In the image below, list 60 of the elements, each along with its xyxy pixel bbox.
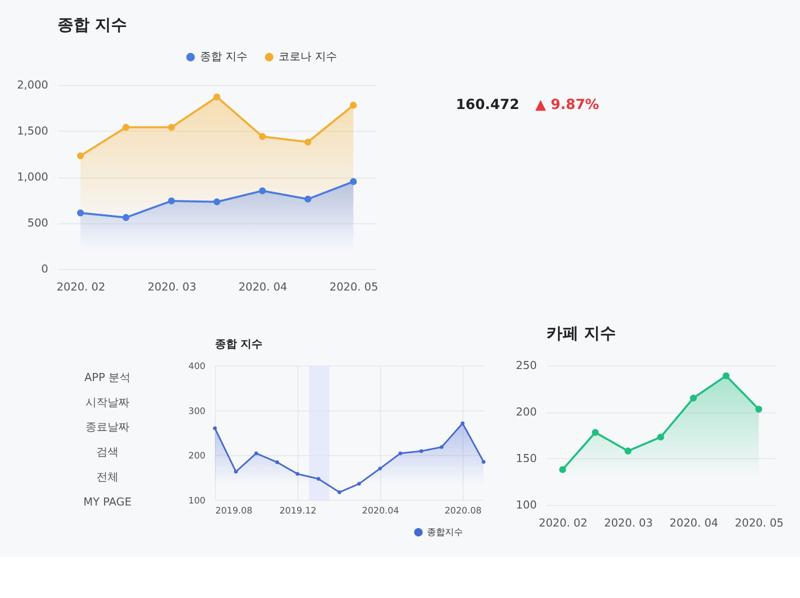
y-tick-label: 1,500: [16, 124, 48, 138]
point: [168, 124, 175, 131]
text: MY PAGE: [83, 495, 132, 508]
text: 검색: [96, 446, 118, 459]
x-tick-label: 2020. 04: [670, 516, 718, 530]
point: [213, 198, 220, 206]
text: ▲ 9.87%: [535, 96, 600, 113]
legend-label: 종합 지수: [200, 50, 248, 64]
point: [122, 214, 130, 221]
y-tick-label: 250: [516, 359, 537, 372]
legend-label: 코로나 지수: [278, 50, 338, 64]
x-tick-label: 2020. 02: [56, 280, 106, 294]
y-tick-label: 1,000: [16, 170, 48, 184]
point: [592, 428, 599, 436]
text: 종료날짜: [85, 420, 130, 434]
y-tick-label: 0: [41, 262, 48, 276]
y-tick-label: 400: [188, 362, 206, 372]
text: 시작날짜: [85, 396, 130, 409]
x-tick-label: 2020. 03: [604, 516, 653, 530]
x-tick-label: 2020. 05: [330, 280, 378, 294]
point: [77, 152, 84, 160]
point: [77, 209, 84, 216]
chart-title: 종합 지수: [58, 15, 128, 34]
text: APP 분석: [84, 370, 131, 384]
point: [168, 198, 175, 204]
point: [690, 394, 697, 402]
x-tick-label: 2020. 02: [538, 516, 588, 530]
point: [122, 124, 130, 131]
point: [258, 133, 266, 140]
text: 전체: [96, 470, 118, 484]
x-tick-label: 2020. 03: [148, 280, 196, 294]
point: [722, 372, 730, 380]
point: [350, 102, 357, 109]
point: [624, 448, 632, 454]
x-tick-label: 2020.04: [362, 506, 400, 516]
y-tick-label: 200: [188, 452, 206, 462]
point: [213, 93, 220, 100]
y-tick-label: 300: [188, 406, 206, 417]
point: [657, 434, 664, 441]
point: [350, 178, 357, 186]
point: [304, 138, 312, 146]
legend-label: 종합지수: [426, 528, 463, 538]
x-tick-label: 2020.08: [444, 506, 482, 516]
chart-title: 종합 지수: [214, 338, 263, 351]
text: 160.472: [456, 96, 520, 113]
point: [755, 406, 762, 413]
y-tick-label: 200: [516, 405, 537, 418]
y-tick-label: 500: [27, 216, 48, 230]
point: [304, 196, 312, 203]
y-tick-label: 2,000: [16, 78, 48, 92]
x-tick-label: 2020. 05: [734, 516, 784, 530]
x-tick-label: 2020. 04: [238, 280, 288, 294]
chart-title: 카페 지수: [546, 324, 616, 343]
point: [559, 466, 566, 474]
point: [258, 187, 266, 194]
x-tick-label: 2019.08: [215, 506, 253, 516]
y-tick-label: 100: [188, 496, 206, 506]
x-tick-label: 2019.12: [280, 506, 316, 516]
y-tick-label: 150: [516, 452, 537, 465]
y-tick-label: 100: [516, 498, 537, 512]
